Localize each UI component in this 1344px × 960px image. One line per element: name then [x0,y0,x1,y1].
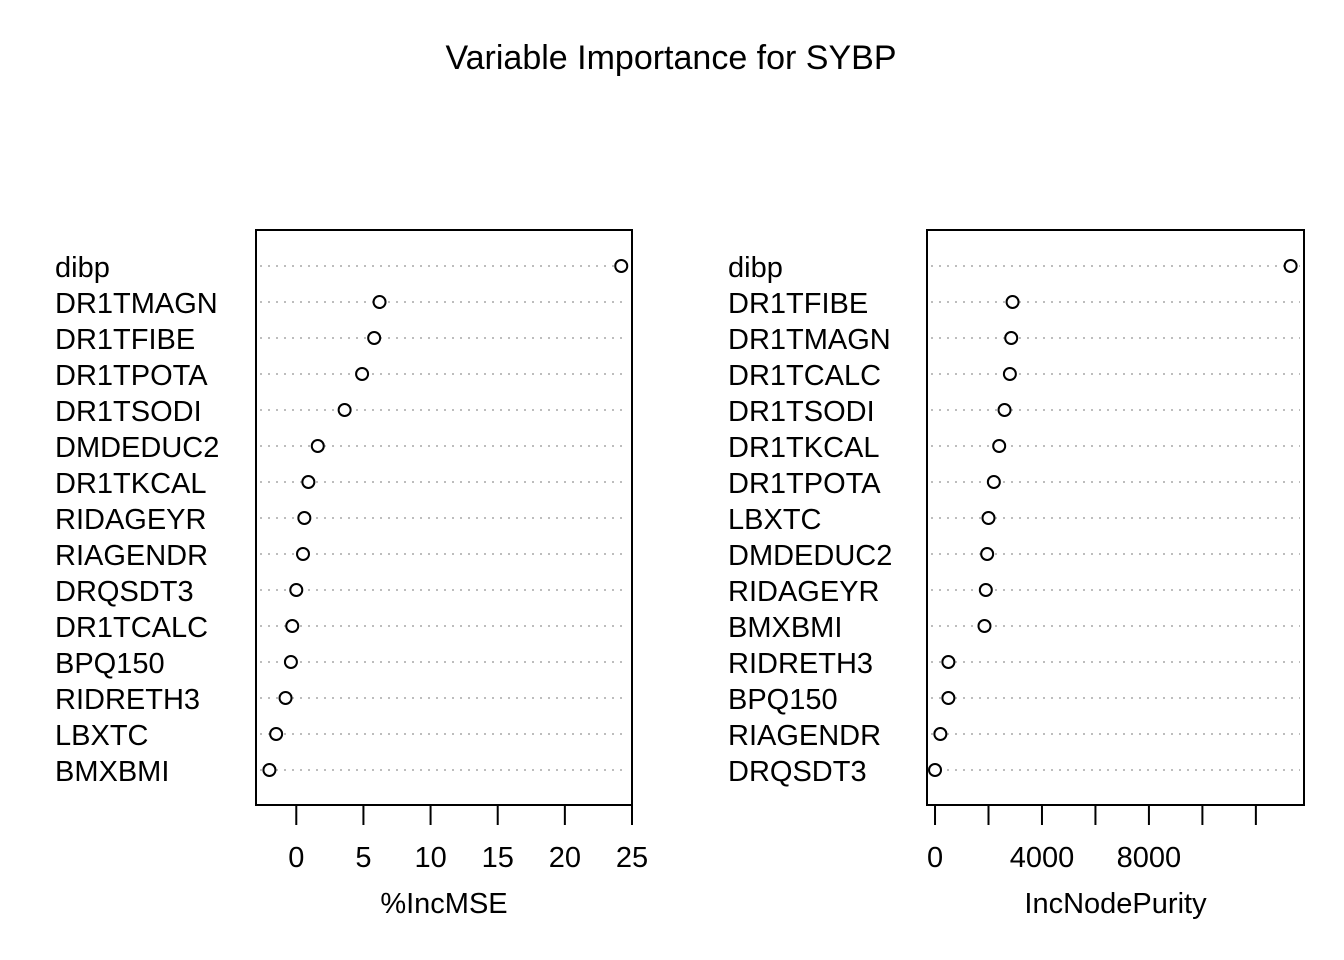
incnodepurity-variable-label: DR1TCALC [728,360,881,392]
incmse-point-dr1tpota [355,367,370,381]
incnodepurity-variable-label: BPQ150 [728,684,838,716]
incmse-variable-label: RIDRETH3 [55,684,200,716]
incmse-variable-label: RIDAGEYR [55,504,206,536]
incmse-x-tick-label: 20 [549,842,581,874]
incnodepurity-point-dr1tcalc [1002,367,1017,381]
incmse-point-lbxtc [269,727,284,741]
incmse-variable-label: DR1TCALC [55,612,208,644]
incnodepurity-point-dr1tpota [986,475,1001,489]
incnodepurity-x-axis-title: IncNodePurity [1024,888,1207,920]
incnodepurity-point-dr1tsodi [997,403,1012,417]
incnodepurity-point-dibp [1283,259,1298,273]
incmse-variable-label: RIAGENDR [55,540,208,572]
incmse-variable-label: DR1TSODI [55,396,202,428]
incmse-x-tick-label: 25 [616,842,648,874]
incmse-point-dr1tfibe [367,331,382,345]
incmse-x-tick-label: 5 [355,842,371,874]
incmse-point-bmxbmi [262,763,277,777]
incmse-x-tick-label: 10 [414,842,446,874]
incmse-point-dr1tkcal [301,475,316,489]
incmse-point-drqsdt3 [289,583,304,597]
incnodepurity-variable-label: DR1TPOTA [728,468,881,500]
incmse-x-axis-title: %IncMSE [380,888,507,920]
incmse-variable-label: BPQ150 [55,648,165,680]
incmse-variable-label: DR1TMAGN [55,288,218,320]
incmse-point-riagendr [296,547,310,561]
incnodepurity-point-dmdeduc2 [980,547,995,561]
incnodepurity-point-bpq150 [941,691,956,705]
incmse-x-tick-label: 0 [288,842,304,874]
incmse-variable-label: BMXBMI [55,756,169,788]
incnodepurity-x-tick-label: 4000 [1010,842,1075,874]
incmse-point-dr1tsodi [337,403,352,417]
incnodepurity-variable-label: BMXBMI [728,612,842,644]
incmse-point-ridageyr [297,511,312,525]
incnodepurity-point-riagendr [933,727,948,741]
incnodepurity-variable-label: DR1TSODI [728,396,875,428]
incnodepurity-point-bmxbmi [977,619,992,633]
incmse-x-tick-label: 15 [482,842,514,874]
incnodepurity-variable-label: DRQSDT3 [728,756,867,788]
incnodepurity-variable-label: RIDAGEYR [728,576,879,608]
incnodepurity-x-tick-label: 0 [927,842,943,874]
incmse-variable-label: DR1TPOTA [55,360,208,392]
chart-title: Variable Importance for SYBP [445,39,896,77]
incnodepurity-variable-label: LBXTC [728,504,821,536]
incnodepurity-variable-label: RIDRETH3 [728,648,873,680]
incmse-point-bpq150 [283,655,298,669]
incnodepurity-point-ridreth3 [941,655,956,669]
incnodepurity-variable-label: dibp [728,252,783,284]
incmse-variable-label: DR1TFIBE [55,324,195,356]
incnodepurity-point-lbxtc [981,511,996,525]
incmse-variable-label: dibp [55,252,110,284]
incnodepurity-variable-label: DR1TFIBE [728,288,868,320]
incmse-point-dibp [614,259,629,273]
incnodepurity-x-tick-label: 8000 [1117,842,1182,874]
incmse-dotchart-panel: dibp DR1TMAGN DR1TFIBE DR1TPOTA DR1TSODI DMDE… [55,229,648,920]
incnodepurity-point-ridageyr [978,583,993,597]
incnodepurity-variable-label: RIAGENDR [728,720,881,752]
incmse-variable-label: DR1TKCAL [55,468,207,500]
incmse-point-dr1tmagn [372,295,387,309]
incnodepurity-point-dr1tkcal [992,439,1007,453]
incmse-point-dmdeduc2 [310,439,325,453]
incnodepurity-point-dr1tfibe [1005,295,1020,309]
incnodepurity-variable-label: DMDEDUC2 [728,540,892,572]
incmse-point-dr1tcalc [285,619,300,633]
incnodepurity-variable-label: DR1TKCAL [728,432,880,464]
incnodepurity-point-dr1tmagn [1004,331,1019,345]
incmse-variable-label: DMDEDUC2 [55,432,219,464]
incmse-point-ridreth3 [278,691,293,705]
incmse-variable-label: LBXTC [55,720,148,752]
incnodepurity-dotchart-panel: dibp DR1TFIBE DR1TMAGN DR1TCALC DR1TSODI DR1T… [728,229,1305,920]
incmse-variable-label: DRQSDT3 [55,576,194,608]
incnodepurity-point-drqsdt3 [928,763,943,777]
incnodepurity-variable-label: DR1TMAGN [728,324,891,356]
